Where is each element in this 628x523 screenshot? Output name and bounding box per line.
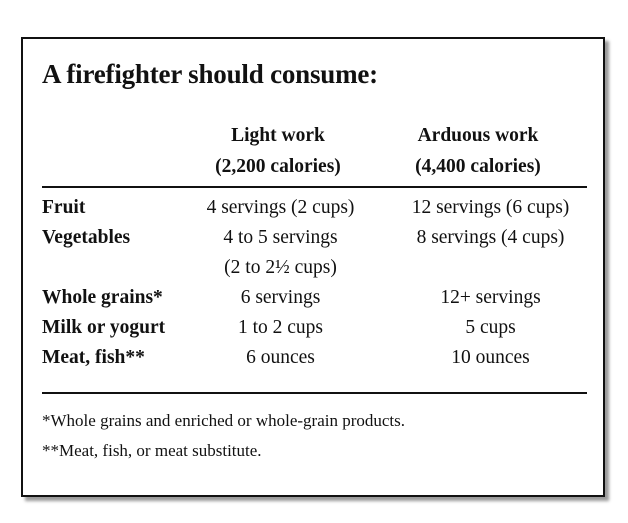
row-label-fruit: Fruit [42, 197, 86, 218]
table-title: A firefighter should consume: [42, 59, 378, 89]
row-label-meat-fish: Meat, fish** [42, 347, 145, 368]
row-label-whole-grains: Whole grains* [42, 287, 163, 308]
column-label: Arduous work [417, 125, 539, 146]
footnote-meat-fish: **Meat, fish, or meat substitute. [42, 441, 262, 460]
column-header-arduous-work: Arduous work (4,400 calories) [393, 120, 563, 182]
column-label: Light work [231, 125, 325, 146]
row-label-milk-yogurt: Milk or yogurt [42, 317, 166, 338]
column-sublabel: (4,400 calories) [415, 156, 541, 177]
cell-fruit-light: 4 servings (2 cups) [206, 197, 355, 218]
cell-milk-yogurt-light: 1 to 2 cups [237, 317, 324, 338]
cell-fruit-arduous: 12 servings (6 cups) [411, 197, 570, 218]
column-sublabel: (2,200 calories) [215, 156, 341, 177]
cell-meat-fish-light: 6 ounces [246, 347, 315, 368]
column-header-light-work: Light work (2,200 calories) [193, 120, 363, 182]
header-divider [42, 186, 587, 188]
cell-vegetables-light: 4 to 5 servings [223, 227, 338, 248]
cell-meat-fish-arduous: 10 ounces [451, 347, 530, 368]
cell-whole-grains-arduous: 12+ servings [440, 287, 541, 308]
cell-vegetables-light-line2: (2 to 2½ cups) [224, 257, 337, 278]
footnote-whole-grains: *Whole grains and enriched or whole-grai… [42, 411, 406, 430]
cell-milk-yogurt-arduous: 5 cups [465, 317, 516, 338]
row-label-vegetables: Vegetables [42, 227, 131, 248]
cell-whole-grains-light: 6 servings [240, 287, 321, 308]
footnote-divider [42, 392, 587, 394]
nutrition-table-box: A firefighter should consume: Light work… [21, 37, 605, 497]
cell-vegetables-arduous: 8 servings (4 cups) [416, 227, 565, 248]
